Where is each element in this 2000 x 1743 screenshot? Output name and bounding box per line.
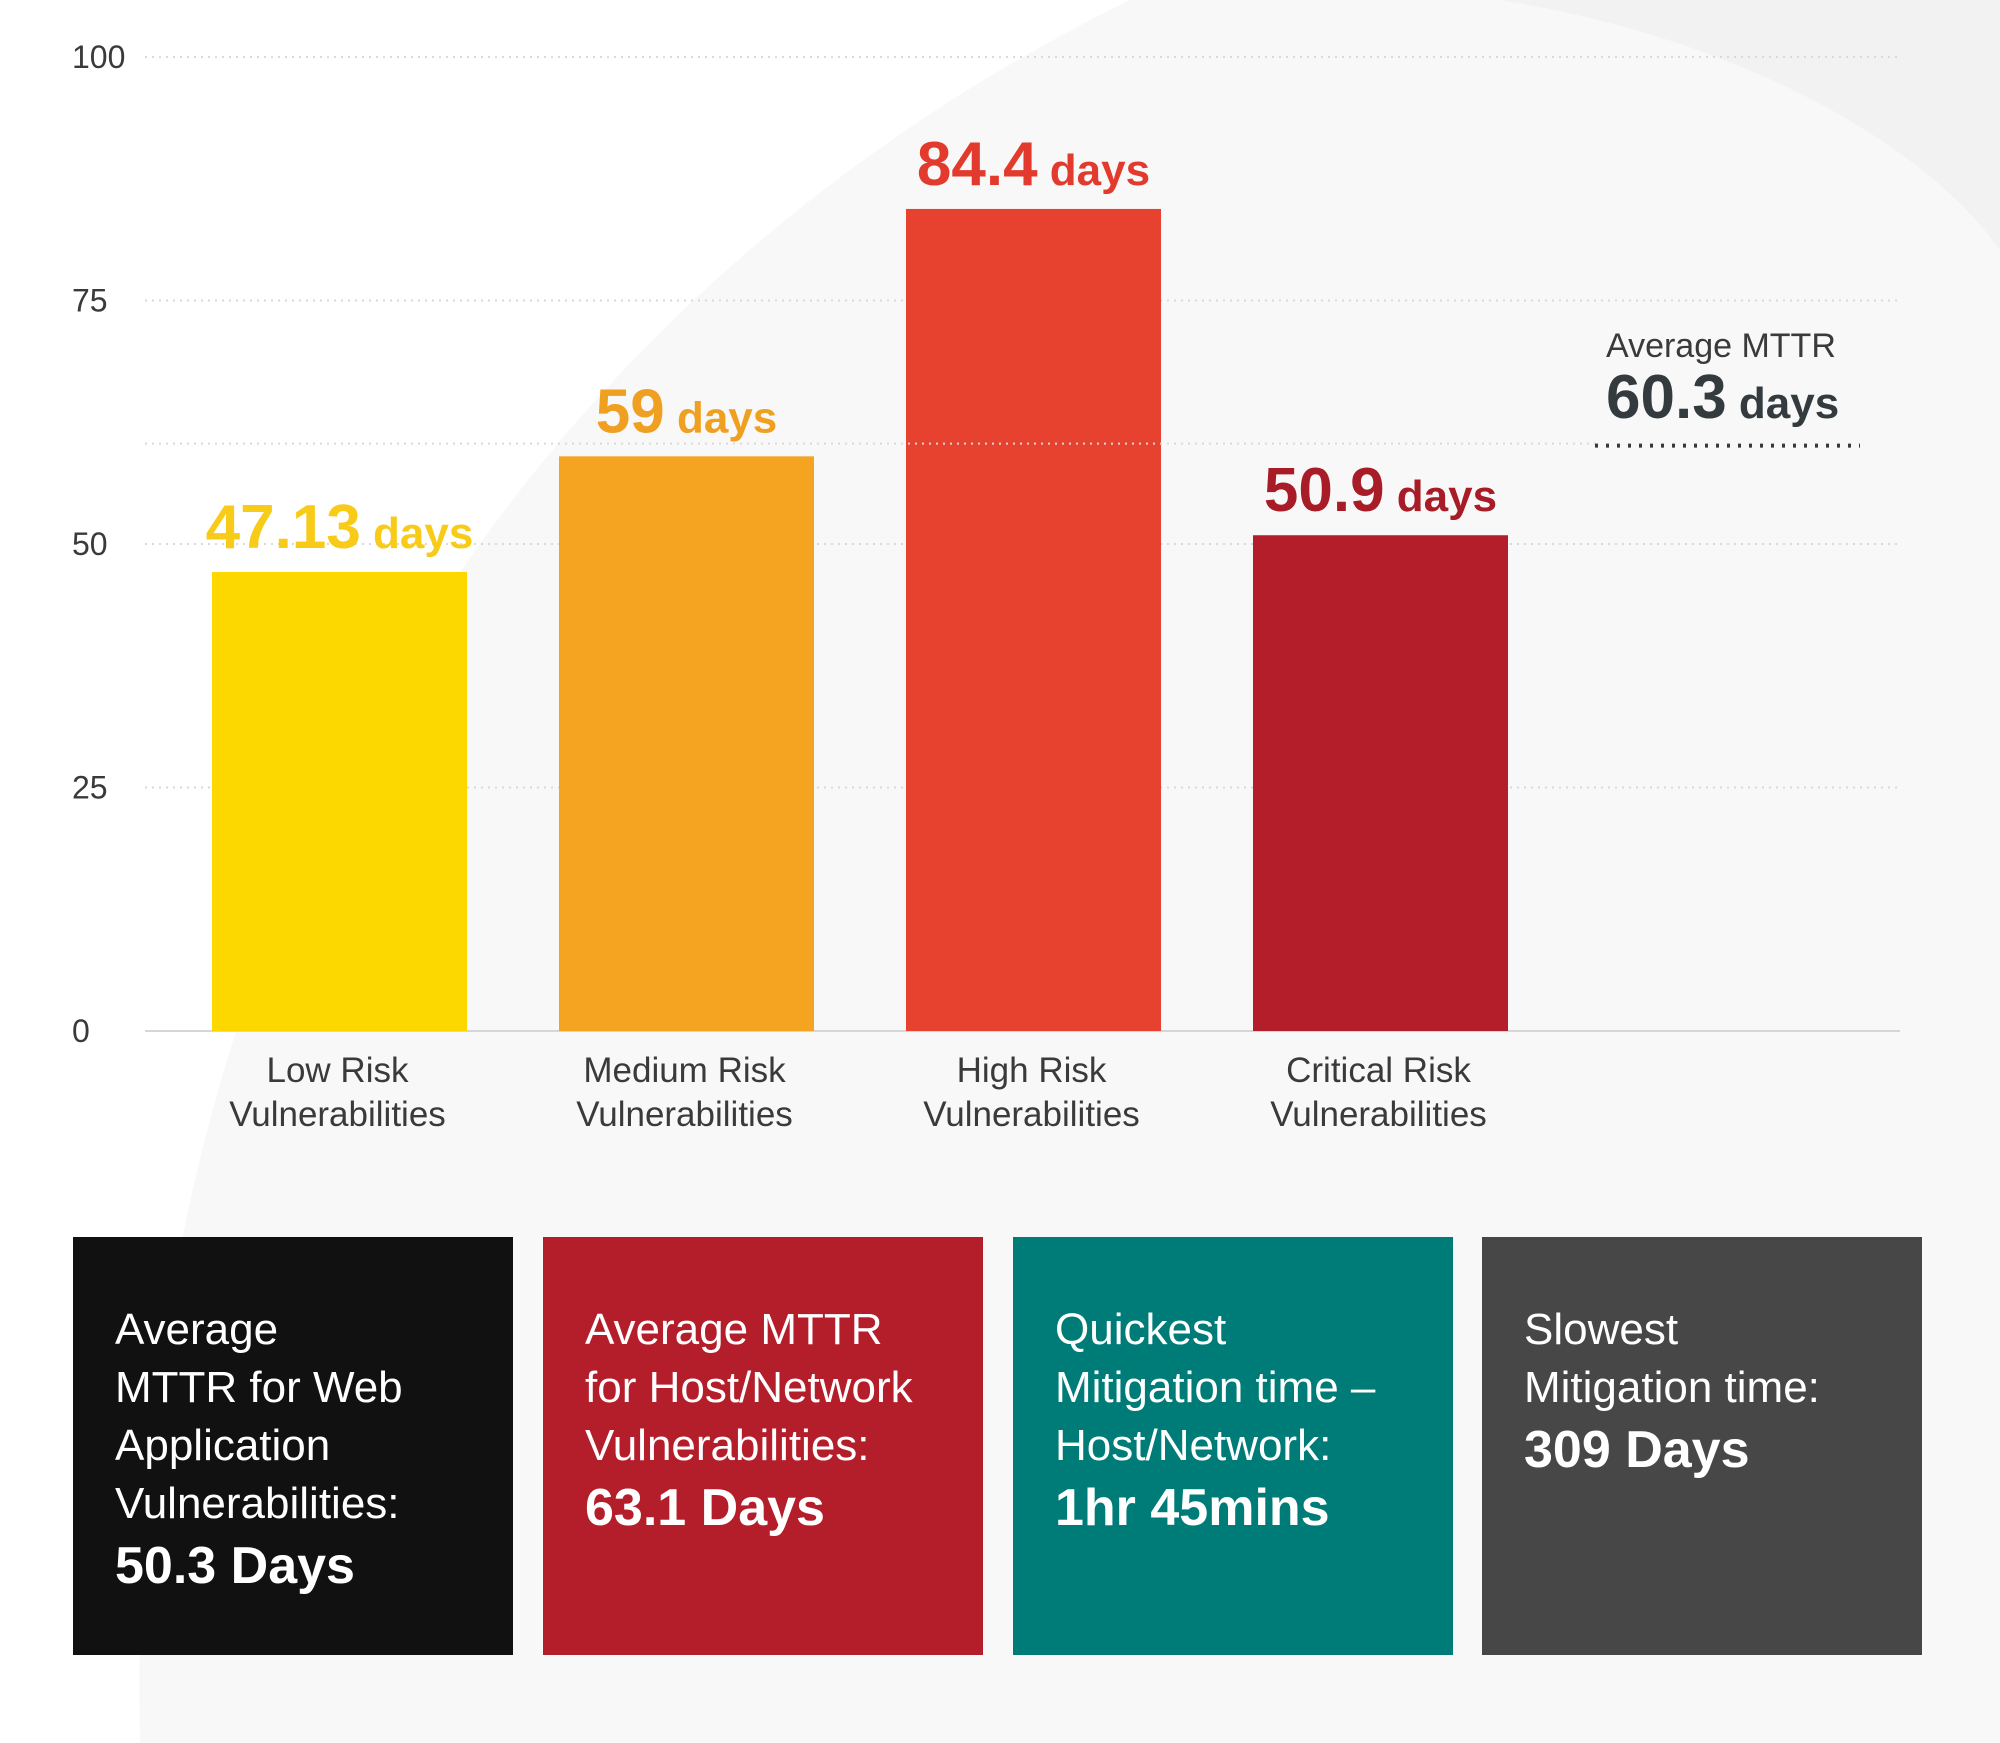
- x-category-label: Critical Risk: [1286, 1051, 1471, 1090]
- card-quickest-mitigation: Quickest Mitigation time – Host/Network:…: [1013, 1237, 1453, 1655]
- bar-value-label: 50.9 days: [1264, 456, 1497, 525]
- card-quickest-mitigation-text: Quickest Mitigation time – Host/Network:: [1055, 1305, 1376, 1470]
- y-tick-label: 50: [72, 526, 108, 562]
- card-slowest-mitigation: Slowest Mitigation time: 309 Days: [1482, 1237, 1922, 1655]
- x-category-label: Vulnerabilities: [576, 1095, 793, 1134]
- card-host-network-mttr-text: Average MTTR for Host/Network Vulnerabil…: [585, 1305, 913, 1470]
- x-category-label: Vulnerabilities: [1270, 1095, 1487, 1134]
- card-web-app-mttr: Average MTTR for Web Application Vulnera…: [73, 1237, 513, 1655]
- bar-value-label: 47.13 days: [206, 493, 474, 562]
- x-category-label: Vulnerabilities: [923, 1095, 1140, 1134]
- card-host-network-mttr-value: 63.1 Days: [585, 1479, 825, 1537]
- x-category-label: Vulnerabilities: [229, 1095, 446, 1134]
- reference-label: Average MTTR: [1606, 327, 1836, 365]
- x-category-label: Medium Risk: [583, 1051, 786, 1090]
- card-slowest-mitigation-text: Slowest Mitigation time:: [1524, 1305, 1820, 1412]
- bar: [906, 208, 1161, 1032]
- card-host-network-mttr: Average MTTR for Host/Network Vulnerabil…: [543, 1237, 983, 1655]
- card-web-app-mttr-value: 50.3 Days: [115, 1537, 355, 1595]
- bar-value-label: 84.4 days: [917, 130, 1150, 199]
- x-category-label: High Risk: [957, 1051, 1107, 1090]
- card-web-app-mttr-text: Average MTTR for Web Application Vulnera…: [115, 1305, 403, 1528]
- y-tick-label: 0: [72, 1013, 90, 1049]
- bar: [212, 571, 467, 1031]
- card-slowest-mitigation-value: 309 Days: [1524, 1421, 1750, 1479]
- y-tick-label: 75: [72, 283, 108, 319]
- y-tick-label: 100: [72, 39, 125, 75]
- bar-value-label: 59 days: [596, 377, 777, 446]
- x-category-label: Low Risk: [267, 1051, 409, 1090]
- card-quickest-mitigation-value: 1hr 45mins: [1055, 1479, 1330, 1537]
- bar: [559, 456, 814, 1032]
- y-tick-label: 25: [72, 770, 108, 806]
- bar-chart: 0 25 50 75 100 47.13 days Low Risk Vulnerabilit…: [72, 39, 1900, 1134]
- bar: [1253, 535, 1508, 1031]
- reference-value: 60.3 days: [1606, 363, 1839, 432]
